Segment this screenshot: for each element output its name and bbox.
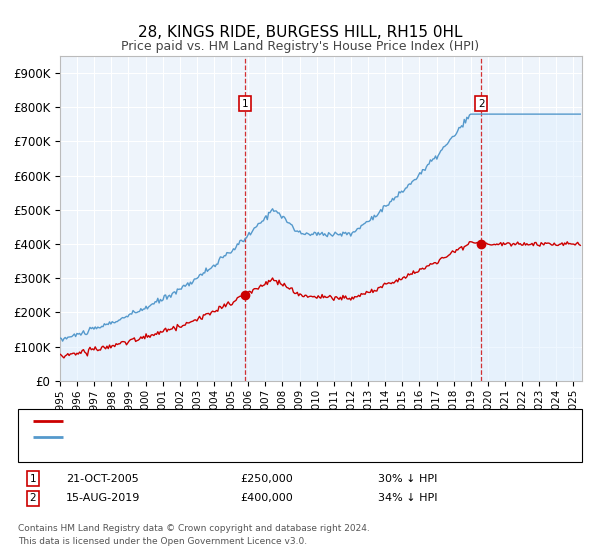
- Text: 30% ↓ HPI: 30% ↓ HPI: [378, 474, 437, 484]
- Text: 28, KINGS RIDE, BURGESS HILL, RH15 0HL (detached house): 28, KINGS RIDE, BURGESS HILL, RH15 0HL (…: [69, 416, 401, 426]
- Text: Contains HM Land Registry data © Crown copyright and database right 2024.
This d: Contains HM Land Registry data © Crown c…: [18, 524, 370, 545]
- Text: 2: 2: [478, 99, 485, 109]
- Text: 21-OCT-2005: 21-OCT-2005: [66, 474, 139, 484]
- Text: 1: 1: [242, 99, 248, 109]
- Text: £400,000: £400,000: [240, 493, 293, 503]
- Text: 28, KINGS RIDE, BURGESS HILL, RH15 0HL: 28, KINGS RIDE, BURGESS HILL, RH15 0HL: [138, 25, 462, 40]
- Text: Price paid vs. HM Land Registry's House Price Index (HPI): Price paid vs. HM Land Registry's House …: [121, 40, 479, 53]
- Text: 34% ↓ HPI: 34% ↓ HPI: [378, 493, 437, 503]
- Text: 2: 2: [29, 493, 37, 503]
- Text: HPI: Average price, detached house, Mid Sussex: HPI: Average price, detached house, Mid …: [69, 432, 332, 442]
- Text: £250,000: £250,000: [240, 474, 293, 484]
- Text: 1: 1: [29, 474, 37, 484]
- Text: 15-AUG-2019: 15-AUG-2019: [66, 493, 140, 503]
